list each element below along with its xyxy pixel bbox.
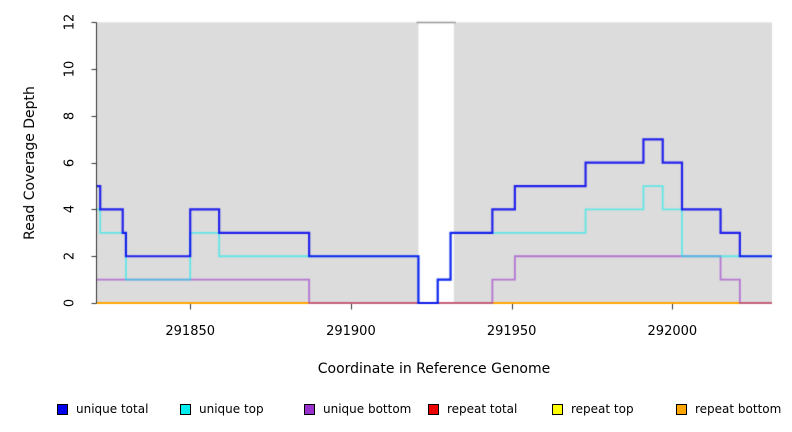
legend-item-repeat-bottom: repeat bottom <box>676 402 781 416</box>
y-tick-label-12: 12 <box>62 14 78 31</box>
legend-swatch-icon <box>676 403 687 415</box>
legend-item-repeat-top: repeat top <box>552 402 634 416</box>
legend-label: repeat total <box>447 402 518 416</box>
y-tick-label-6: 6 <box>62 158 78 167</box>
y-axis-title: Read Coverage Depth <box>22 86 38 240</box>
legend-item-unique-bottom: unique bottom <box>304 402 411 416</box>
legend-label: unique total <box>76 402 149 416</box>
legend-swatch-icon <box>428 403 439 415</box>
legend-item-unique-top: unique top <box>180 402 264 416</box>
y-tick-label-2: 2 <box>62 252 78 261</box>
x-tick-label-291950: 291950 <box>486 324 537 339</box>
legend-item-unique-total: unique total <box>57 402 148 416</box>
y-tick-label-10: 10 <box>62 60 78 78</box>
x-axis-title: Coordinate in Reference Genome <box>317 361 551 377</box>
legend-swatch-icon <box>552 403 563 415</box>
y-tick-label-8: 8 <box>62 111 78 121</box>
legend-swatch-icon <box>180 403 191 415</box>
legend-label: repeat top <box>571 402 634 416</box>
legend-swatch-icon <box>57 403 68 415</box>
legend-item-repeat-total: repeat total <box>428 402 517 416</box>
legend-label: unique bottom <box>323 402 412 416</box>
x-tick-label-291850: 291850 <box>165 324 216 339</box>
legend-label: unique top <box>199 402 264 416</box>
y-tick-label-4: 4 <box>62 205 78 214</box>
legend-label: repeat bottom <box>695 402 782 416</box>
legend-swatch-icon <box>304 403 315 415</box>
x-tick-label-292000: 292000 <box>647 324 698 339</box>
y-tick-label-0: 0 <box>62 298 78 308</box>
x-tick-label-291900: 291900 <box>326 324 376 339</box>
